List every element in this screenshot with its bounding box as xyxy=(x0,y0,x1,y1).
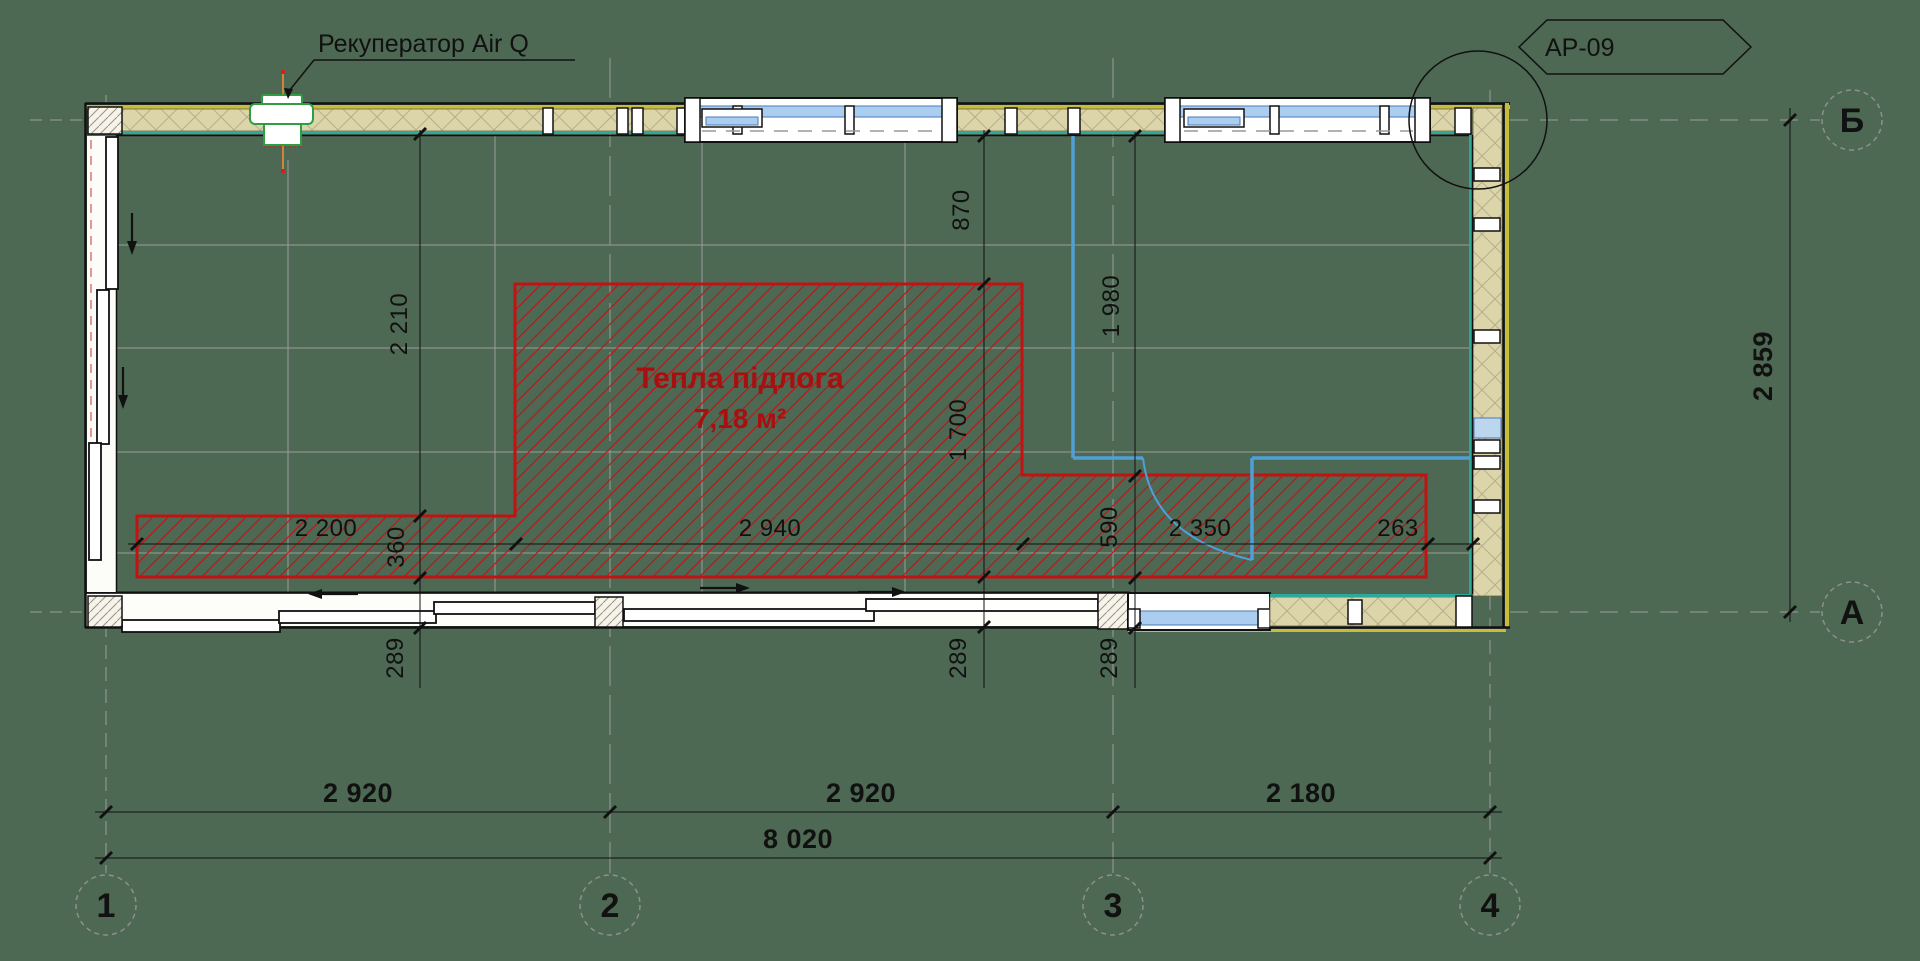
dim-289-right: 289 xyxy=(1096,637,1123,679)
dim-1700: 1 700 xyxy=(945,399,972,462)
recuperator-device xyxy=(249,70,314,173)
grid-bubble-3: 3 xyxy=(1104,887,1123,925)
dimension-ticks xyxy=(98,112,1798,866)
dim-360: 360 xyxy=(383,526,410,568)
span-2-3: 2 920 xyxy=(826,778,896,808)
sliding-door-panels xyxy=(121,598,1099,633)
glass-partition xyxy=(1071,136,1470,561)
recuperator-label: Рекуператор Air Q xyxy=(318,30,529,58)
grid-bubble-a: А xyxy=(1840,594,1865,632)
span-1-2: 2 920 xyxy=(323,778,393,808)
bottom-wall xyxy=(85,591,1510,633)
heated-floor-zone xyxy=(135,282,1428,579)
left-sliding-panels xyxy=(88,136,119,561)
grid-bubble-b: Б xyxy=(1840,102,1864,140)
grid-bubble-4: 4 xyxy=(1481,887,1500,925)
heated-floor-area: 7,18 м² xyxy=(694,403,786,434)
dim-2940: 2 940 xyxy=(739,515,802,542)
dim-289-left: 289 xyxy=(382,637,409,679)
right-wall xyxy=(1469,103,1509,628)
dim-total-height: 2 859 xyxy=(1748,331,1778,401)
bottom-window xyxy=(1127,592,1271,631)
dim-2200: 2 200 xyxy=(295,515,358,542)
detail-callout-label: АР-09 xyxy=(1545,34,1614,62)
dim-2350: 2 350 xyxy=(1169,515,1232,542)
top-window-1 xyxy=(684,97,958,143)
detail-callout-ap09 xyxy=(1408,19,1753,190)
dim-870: 870 xyxy=(948,189,975,231)
dimension-lines xyxy=(95,108,1791,859)
door-slide-arrows xyxy=(118,213,906,599)
top-left-corner-pier xyxy=(87,106,123,135)
dim-1980: 1 980 xyxy=(1098,275,1125,338)
dim-total-width: 8 020 xyxy=(763,824,833,854)
grid-bubbles xyxy=(75,89,1883,936)
grid-bubble-2: 2 xyxy=(601,887,620,925)
grid-bubble-1: 1 xyxy=(97,887,116,925)
left-wall xyxy=(84,103,119,628)
dim-590: 590 xyxy=(1096,506,1123,548)
dim-263: 263 xyxy=(1377,515,1419,542)
grid3-pier xyxy=(1097,592,1129,630)
detail-circle xyxy=(1408,50,1548,190)
dim-2210: 2 210 xyxy=(386,293,413,356)
span-3-4: 2 180 xyxy=(1266,778,1336,808)
recuperator-leader xyxy=(284,59,575,99)
dim-289-mid: 289 xyxy=(945,637,972,679)
top-window-2 xyxy=(1164,97,1431,143)
heated-floor-title: Тепла підлога xyxy=(636,362,844,395)
right-wall-glazing xyxy=(1473,417,1502,439)
